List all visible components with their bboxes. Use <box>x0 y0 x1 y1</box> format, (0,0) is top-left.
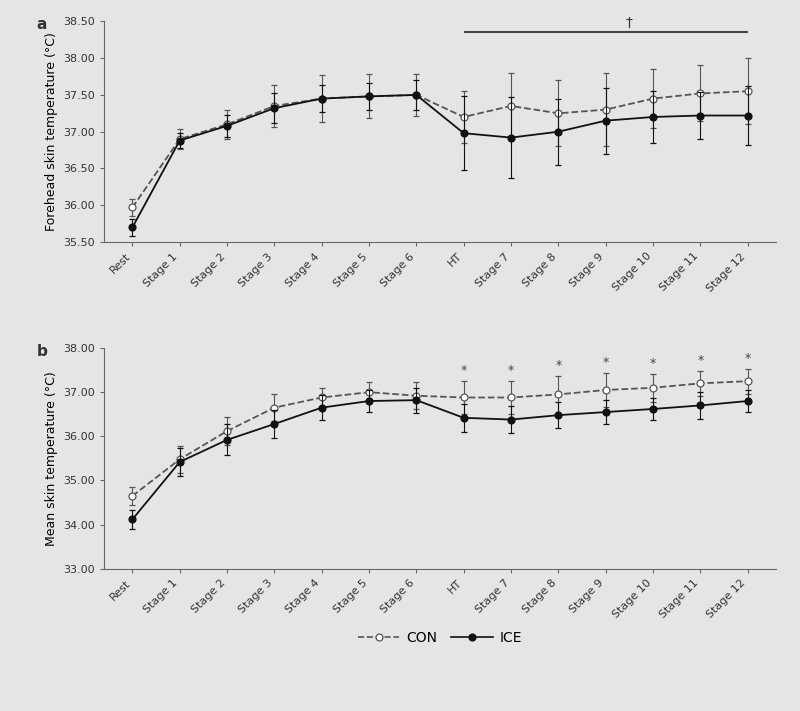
Text: *: * <box>508 364 514 377</box>
Text: a: a <box>37 17 47 32</box>
Y-axis label: Forehead skin temperature (°C): Forehead skin temperature (°C) <box>45 32 58 231</box>
Text: *: * <box>555 359 562 372</box>
Text: *: * <box>650 357 656 370</box>
Legend: CON, ICE: CON, ICE <box>352 625 528 650</box>
Text: *: * <box>602 356 609 369</box>
Text: *: * <box>697 354 703 367</box>
Text: †: † <box>626 16 633 30</box>
Text: b: b <box>37 343 48 358</box>
Text: *: * <box>461 364 466 377</box>
Y-axis label: Mean skin temperature (°C): Mean skin temperature (°C) <box>45 371 58 546</box>
Text: *: * <box>745 352 750 365</box>
